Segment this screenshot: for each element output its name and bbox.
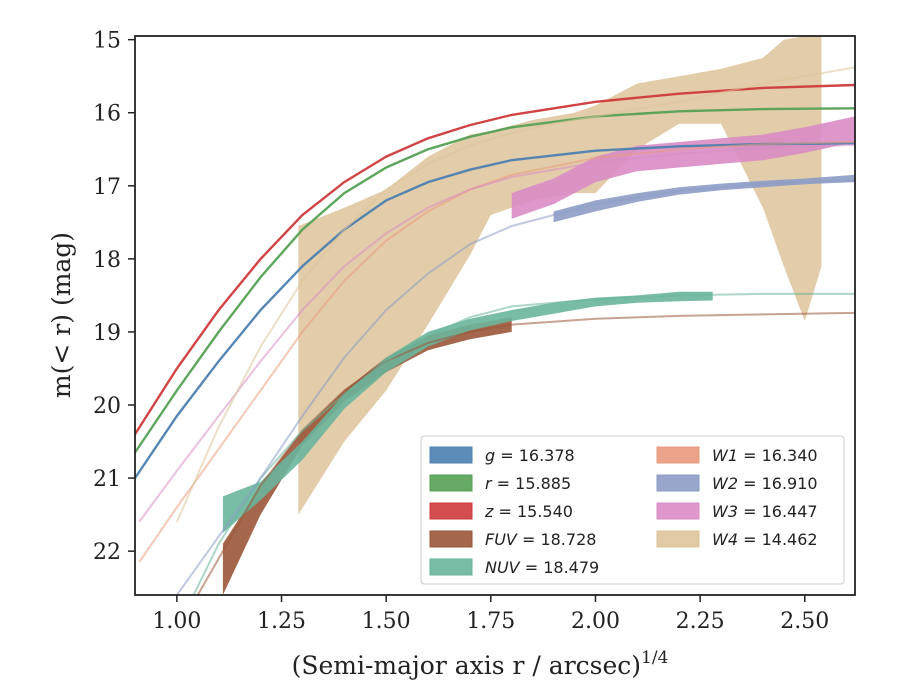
legend-swatch-w3	[656, 502, 700, 520]
y-tick-label: 17	[93, 175, 121, 200]
legend-swatch-r	[429, 474, 473, 492]
legend-label-w2: W2 = 16.910	[712, 474, 818, 493]
legend-swatch-w4	[656, 530, 700, 548]
legend-label-nuv: NUV = 18.479	[485, 558, 599, 577]
legend-swatch-g	[429, 446, 473, 464]
plot-frame	[134, 35, 856, 596]
x-tick-label: 2.25	[676, 609, 725, 634]
band-w4	[298, 36, 822, 515]
x-tick-label: 1.75	[466, 609, 515, 634]
y-tick-label: 16	[93, 102, 121, 127]
legend-swatch-w1	[656, 446, 700, 464]
x-axis-label: (Semi-major axis r / arcsec)1/4	[292, 648, 669, 680]
legend-box	[420, 435, 845, 585]
x-tick-label: 1.00	[152, 609, 201, 634]
x-tick-label: 1.50	[362, 609, 411, 634]
legend-swatch-nuv	[429, 558, 473, 576]
y-tick-label: 20	[93, 394, 121, 419]
y-tick-label: 18	[93, 248, 121, 273]
legend-label-w1: W1 = 16.340	[712, 446, 818, 465]
y-axis-label: m(< r) (mag)	[47, 232, 76, 398]
legend-label-w4: W4 = 14.462	[712, 530, 818, 549]
y-tick-label: 22	[93, 540, 121, 565]
band-w3	[511, 116, 855, 219]
y-tick-label: 21	[93, 467, 121, 492]
y-tick-label: 15	[93, 29, 121, 54]
curve-w2	[176, 179, 855, 595]
legend-label-w3: W3 = 16.447	[712, 502, 818, 521]
curve-z	[135, 83, 855, 435]
band-w2	[553, 174, 855, 223]
curve-g	[135, 142, 855, 479]
curve-r	[135, 107, 855, 454]
x-axis-label-exponent: 1/4	[641, 648, 668, 668]
curve-w4	[175, 66, 855, 523]
plot-area	[134, 35, 856, 596]
legend-swatch-z	[429, 502, 473, 520]
legend-swatch-fuv	[429, 530, 473, 548]
legend-swatch-w2	[656, 474, 700, 492]
curve-w3	[138, 143, 855, 523]
legend-label-fuv: FUV = 18.728	[485, 530, 596, 549]
y-axis: 15 16 17 18 19 20 21 22	[93, 29, 135, 565]
x-tick-label: 2.50	[780, 609, 829, 634]
curve-w1	[138, 141, 855, 563]
legend: g = 16.378 r = 15.885 z = 15.540 FUV = 18.7…	[420, 435, 845, 585]
legend-label-g: g = 16.378	[485, 446, 575, 465]
x-tick-label: 1.25	[257, 609, 306, 634]
band-fuv	[222, 317, 512, 595]
legend-label-z: z = 15.540	[484, 502, 573, 521]
x-axis: 1.00 1.25 1.50 1.75 2.00 2.25 2.50	[152, 595, 829, 634]
curve-fuv	[196, 311, 855, 595]
y-tick-label: 19	[93, 321, 121, 346]
legend-label-r: r = 15.885	[485, 474, 571, 493]
x-tick-label: 2.00	[571, 609, 620, 634]
